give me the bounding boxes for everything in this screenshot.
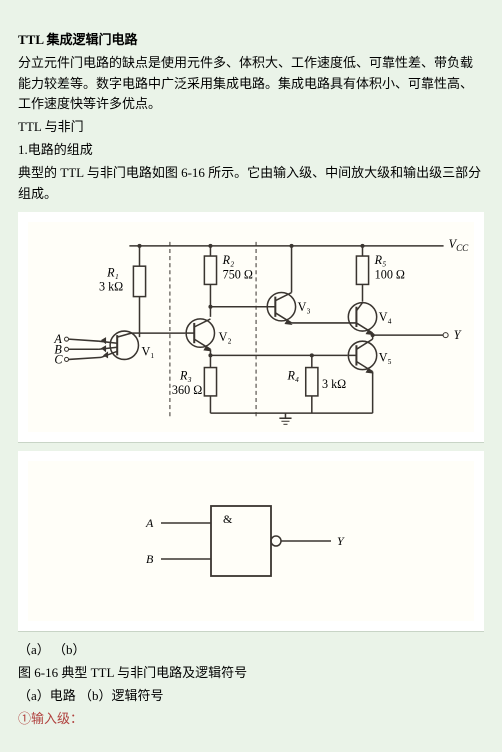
paragraph-2: TTL 与非门 [18, 117, 484, 138]
amp-label: & [223, 512, 233, 526]
ab-label: （a） （b） [18, 640, 484, 661]
r4-name: R₄ [286, 369, 299, 383]
r1-val: 3 kΩ [99, 280, 123, 294]
r5-name: R₅ [374, 254, 387, 268]
v3-label: V₃ [298, 300, 311, 314]
r1-name: R₁ [106, 266, 119, 280]
diagram-a-container: VCC R₁ 3 kΩ R₂ 750 Ω R₅ 100 Ω [18, 212, 484, 443]
figure-subcaption: （a）电路 （b）逻辑符号 [18, 686, 484, 707]
sym-b: B [146, 552, 154, 566]
footer-note: ①输入级： [18, 709, 484, 730]
v1-label: V₁ [142, 345, 155, 359]
r2-name: R₂ [222, 254, 235, 268]
r3-name: R₃ [179, 369, 192, 383]
v2-label: V₂ [219, 331, 232, 345]
circuit-diagram-a: VCC R₁ 3 kΩ R₂ 750 Ω R₅ 100 Ω [28, 222, 474, 432]
r5-val: 100 Ω [375, 268, 405, 282]
sym-y: Y [337, 534, 345, 548]
r4-val: 3 kΩ [322, 377, 346, 391]
paragraph-1: 分立元件门电路的缺点是使用元件多、体积大、工作速度低、可靠性差、带负载能力较差等… [18, 53, 484, 115]
logic-symbol-diagram-b: & A B Y [28, 461, 474, 621]
paragraph-3: 1.电路的组成 [18, 140, 484, 161]
r2-val: 750 Ω [223, 268, 253, 282]
v4-label: V₄ [379, 310, 392, 324]
figure-caption: 图 6-16 典型 TTL 与非门电路及逻辑符号 [18, 663, 484, 684]
paragraph-4: 典型的 TTL 与非门电路如图 6-16 所示。它由输入级、中间放大级和输出级三… [18, 163, 484, 205]
title: TTL 集成逻辑门电路 [18, 30, 484, 51]
r3-val: 360 Ω [172, 383, 202, 397]
v5-label: V₅ [379, 351, 392, 365]
vcc-label: VCC [449, 237, 470, 253]
out-y: Y [454, 329, 462, 343]
diagram-b-container: & A B Y [18, 451, 484, 632]
in-c: C [54, 353, 63, 367]
sym-a: A [145, 516, 154, 530]
